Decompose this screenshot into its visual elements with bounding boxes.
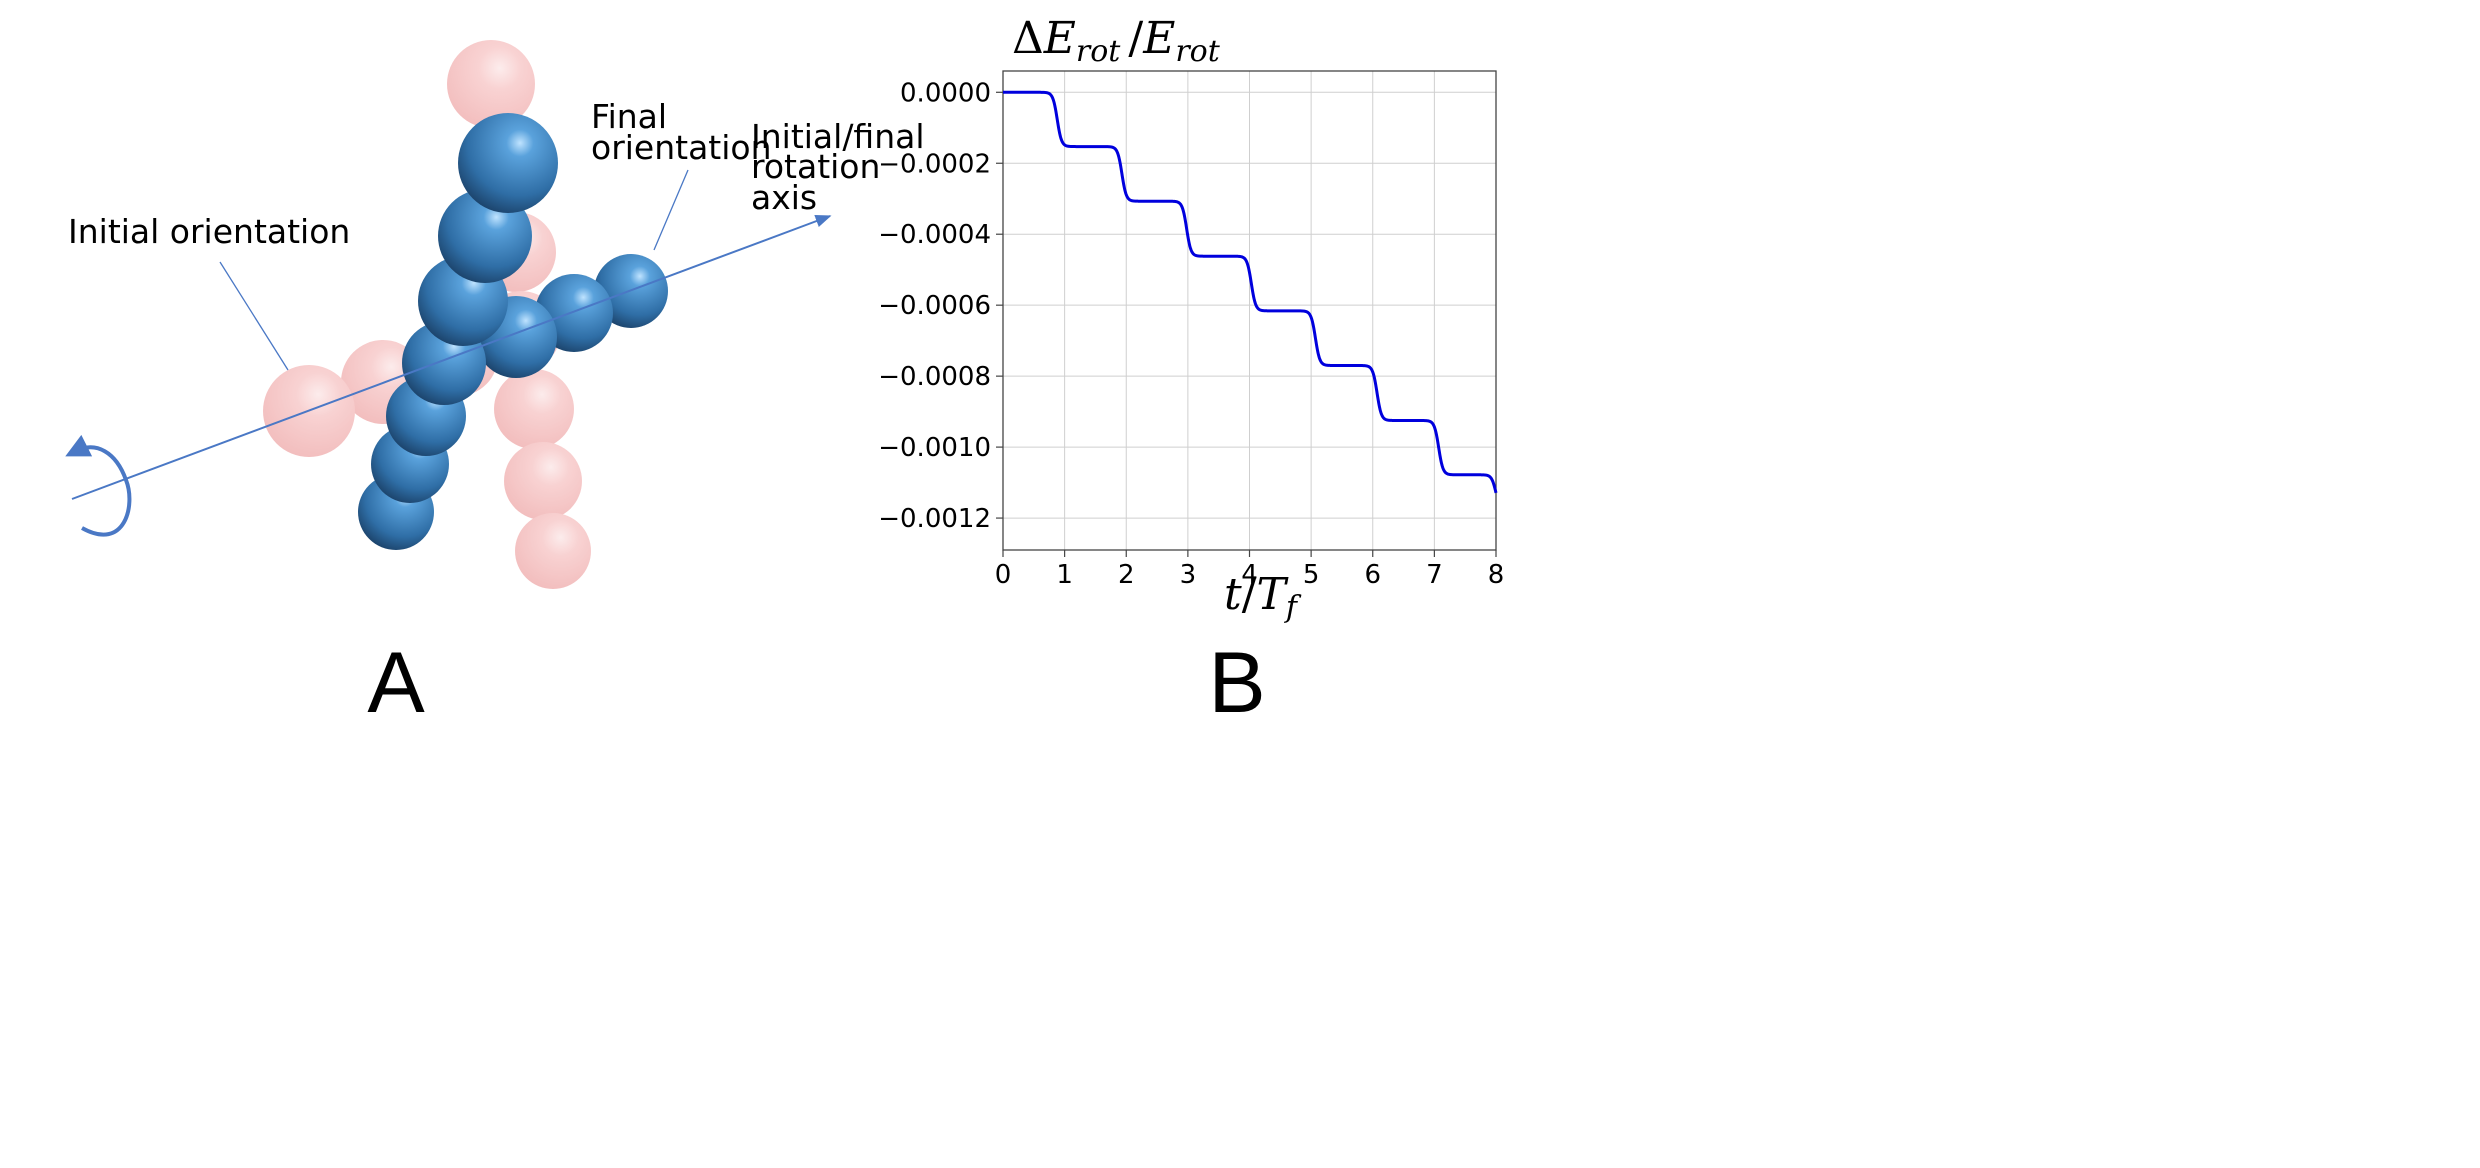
rotation-axis-label-line3: axis [751,178,817,217]
final-sphere [458,113,558,213]
energy-loss-line [1003,90,1498,494]
final-orientation-pointer [653,169,689,251]
y-axis-label-separator: / [1128,13,1143,64]
rotation-direction-arc-icon [65,434,132,537]
x-axis-label-subscript: f [1284,590,1302,625]
x-tick-label: 6 [1364,560,1381,590]
grid-lines [1002,71,1497,550]
x-tick-label: 0 [995,560,1012,590]
x-axis-label-separator: / [1242,569,1257,620]
x-tick-label: 2 [1118,560,1135,590]
x-axis-label: t/Tf [1224,569,1302,625]
initial-sphere [515,513,591,589]
y-tick-label: −0.0008 [878,362,991,392]
x-axis-ticks: 0 1 2 3 4 5 6 7 8 [995,550,1505,590]
x-tick-label: 5 [1303,560,1320,590]
y-axis-label-denominator: E [1142,13,1175,64]
y-tick-label: 0.0000 [900,78,991,108]
rotation-axis-label-line1: Initial/final [751,117,925,156]
x-tick-label: 8 [1488,560,1505,590]
final-orientation-label-line1: Final [591,97,667,136]
y-tick-label: −0.0010 [878,433,991,463]
x-tick-label: 3 [1180,560,1197,590]
y-tick-label: −0.0002 [878,149,991,179]
initial-sphere [494,369,574,449]
x-axis-label-denominator: T [1257,569,1290,620]
panel-b-label: B [1208,635,1265,731]
y-axis-label-symbol: E [1043,13,1076,64]
y-tick-label: −0.0012 [878,504,991,534]
rotation-axis-label-line2: rotation [751,147,880,186]
y-axis-label: ΔErot/Erot [1012,13,1221,69]
y-tick-label: −0.0004 [878,220,991,250]
rotation-axis-arrow [71,215,832,500]
y-axis-ticks: 0.0000 −0.0002 −0.0004 −0.0006 −0.0008 −0.001… [878,78,1003,534]
initial-sphere [504,442,582,520]
y-axis-label-subscript: rot [1076,34,1121,69]
y-axis-label-denominator-subscript: rot [1175,34,1220,69]
x-tick-label: 4 [1241,560,1258,590]
y-axis-label-delta: Δ [1012,13,1044,64]
initial-sphere [447,40,535,128]
panel-b-energy-chart: 0 1 2 3 4 5 6 7 8 0.0000 −0.0002 −0.0004 −0.0006 −0.… [878,13,1504,731]
final-orientation-label-line2: orientation [591,128,772,167]
x-tick-label: 7 [1426,560,1443,590]
initial-orientation-pointer [219,261,289,371]
panel-a-label: A [367,635,425,731]
panel-a-molecule-illustration: Initial orientation Final orientation In… [65,40,925,731]
y-tick-label: −0.0006 [878,291,991,321]
final-orientation-spheres [358,113,668,550]
initial-orientation-label: Initial orientation [68,212,350,251]
x-tick-label: 1 [1056,560,1073,590]
x-axis-label-symbol: t [1224,569,1242,620]
